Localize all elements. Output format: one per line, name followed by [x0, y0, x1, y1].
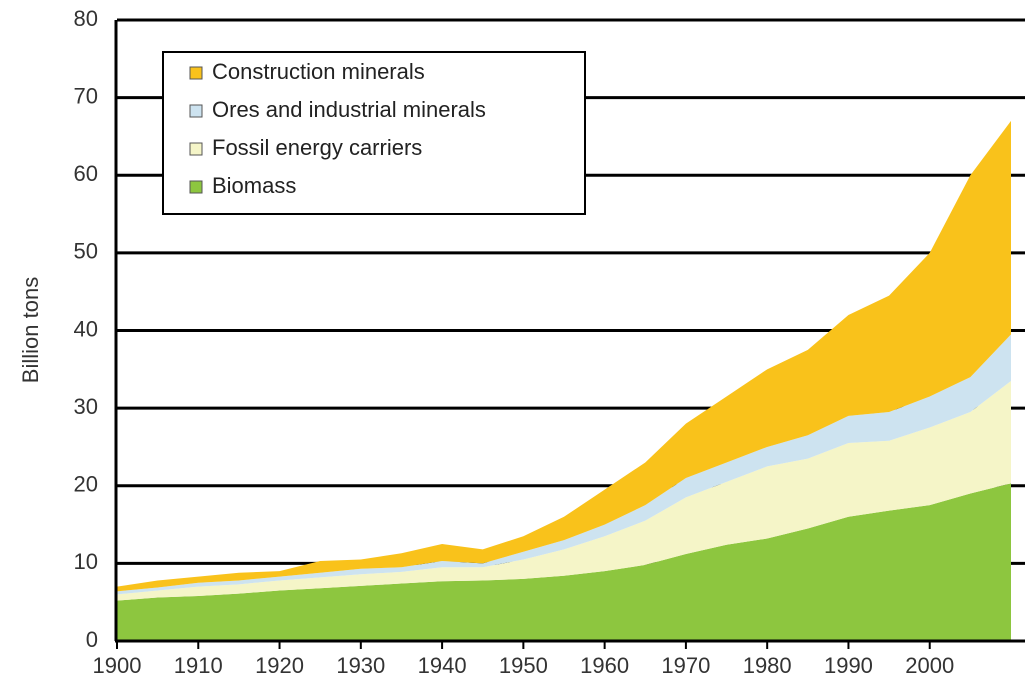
- area: [117, 334, 1011, 595]
- legend-swatch: [189, 104, 203, 118]
- y-tick-label: 30: [74, 394, 98, 419]
- y-tick-label: 80: [74, 6, 98, 31]
- legend-label: Fossil energy carriers: [212, 135, 422, 160]
- legend-label: Ores and industrial minerals: [212, 97, 486, 122]
- y-tick-label: 60: [74, 161, 98, 186]
- legend-swatch: [189, 180, 203, 194]
- legend-swatch: [189, 142, 203, 156]
- legend-box: [162, 51, 586, 215]
- x-tick-label: 1900: [93, 653, 142, 678]
- y-tick-label: 20: [74, 472, 98, 497]
- y-axis-label: Billion tons: [18, 277, 43, 383]
- x-tick-label: 1950: [499, 653, 548, 678]
- y-tick-label: 70: [74, 83, 98, 108]
- x-tick-label: 2000: [905, 653, 954, 678]
- y-tick-label: 10: [74, 549, 98, 574]
- y-tick-label: 50: [74, 239, 98, 264]
- x-tick-label: 1910: [174, 653, 223, 678]
- legend: Construction minerals Ores and industrial…: [162, 51, 586, 215]
- x-tick-label: 1920: [255, 653, 304, 678]
- x-tick-label: 1960: [580, 653, 629, 678]
- area: [117, 120, 1011, 592]
- x-tick-label: 1970: [661, 653, 710, 678]
- legend-swatch: [189, 66, 203, 80]
- y-tick-label: 40: [74, 316, 98, 341]
- y-tick-label: 0: [86, 627, 98, 652]
- x-tick-label: 1930: [336, 653, 385, 678]
- x-tick-label: 1980: [743, 653, 792, 678]
- legend-label: Construction minerals: [212, 59, 425, 84]
- legend-label: Biomass: [212, 173, 296, 198]
- x-tick-label: 1940: [418, 653, 467, 678]
- area: [117, 380, 1011, 601]
- area: [117, 483, 1011, 641]
- x-tick-label: 1990: [824, 653, 873, 678]
